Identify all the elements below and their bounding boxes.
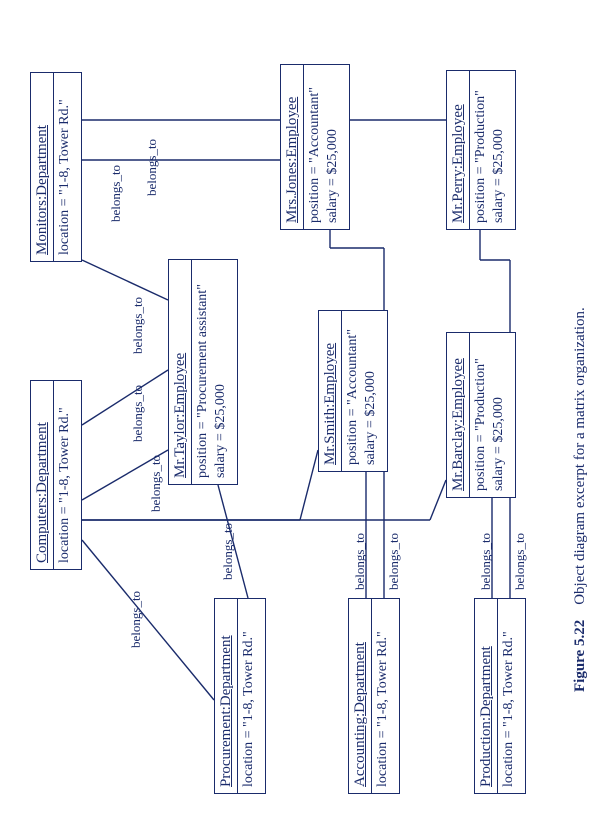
object-procurement: Procurement:Departmentlocation = "1-8, T…: [214, 598, 266, 794]
attribute-line: position = "Accountant": [344, 317, 362, 465]
object-title: Procurement:Department: [215, 599, 238, 793]
object-title: Monitors:Department: [31, 73, 54, 261]
attribute-line: location = "1-8, Tower Rd.": [56, 387, 74, 563]
association-edge: [430, 480, 446, 520]
edge-label: belongs_to: [108, 165, 124, 222]
object-attributes: position = "Accountant"salary = $25,000: [342, 311, 383, 471]
object-production: Production:Departmentlocation = "1-8, To…: [474, 598, 526, 794]
object-taylor: Mr.Taylor:Employeeposition = "Procuremen…: [168, 259, 238, 485]
figure-text: Object diagram excerpt for a matrix orga…: [572, 307, 588, 605]
object-attributes: location = "1-8, Tower Rd.": [498, 599, 522, 793]
edge-label: belongs_to: [352, 533, 368, 590]
attribute-line: salary = $25,000: [490, 339, 508, 491]
object-title: Mr.Smith:Employee: [319, 311, 342, 471]
object-accounting: Accounting:Departmentlocation = "1-8, To…: [348, 598, 400, 794]
edge-label: belongs_to: [130, 385, 146, 442]
edge-label: belongs_to: [386, 533, 402, 590]
object-title: Computers:Department: [31, 381, 54, 569]
object-attributes: position = "Procurement assistant"salary…: [192, 260, 233, 484]
association-edge: [82, 540, 214, 700]
object-attributes: location = "1-8, Tower Rd.": [372, 599, 396, 793]
attribute-line: location = "1-8, Tower Rd.": [500, 605, 518, 787]
edge-label: belongs_to: [148, 455, 164, 512]
association-edge: [300, 450, 318, 520]
object-perry: Mr.Perry:Employeeposition = "Production"…: [446, 70, 516, 230]
edge-label: belongs_to: [512, 533, 528, 590]
diagram-canvas: Computers:Departmentlocation = "1-8, Tow…: [0, 0, 603, 820]
object-barclay: Mr.Barclay:Employeeposition = "Productio…: [446, 332, 516, 498]
edge-label: belongs_to: [478, 533, 494, 590]
figure-number: Figure 5.22: [572, 620, 588, 692]
attribute-line: position = "Accountant": [306, 71, 324, 223]
object-attributes: location = "1-8, Tower Rd.": [54, 73, 78, 261]
object-title: Mr.Barclay:Employee: [447, 333, 470, 497]
attribute-line: position = "Production": [472, 77, 490, 223]
object-title: Mrs.Jones:Employee: [281, 65, 304, 229]
attribute-line: location = "1-8, Tower Rd.": [374, 605, 392, 787]
edge-label: belongs_to: [144, 139, 160, 196]
object-attributes: position = "Production"salary = $25,000: [470, 71, 511, 229]
object-attributes: position = "Production"salary = $25,000: [470, 333, 511, 497]
association-edge: [82, 370, 168, 425]
object-title: Mr.Taylor:Employee: [169, 260, 192, 484]
attribute-line: position = "Procurement assistant": [194, 266, 212, 478]
edge-label: belongs_to: [130, 297, 146, 354]
attribute-line: salary = $25,000: [324, 71, 342, 223]
object-title: Accounting:Department: [349, 599, 372, 793]
object-attributes: position = "Accountant"salary = $25,000: [304, 65, 345, 229]
edge-label: belongs_to: [220, 523, 236, 580]
attribute-line: location = "1-8, Tower Rd.": [240, 605, 258, 787]
viewport: Computers:Departmentlocation = "1-8, Tow…: [0, 0, 603, 820]
figure-caption: Figure 5.22 Object diagram excerpt for a…: [572, 307, 589, 692]
object-monitors: Monitors:Departmentlocation = "1-8, Towe…: [30, 72, 82, 262]
object-title: Mr.Perry:Employee: [447, 71, 470, 229]
object-smith: Mr.Smith:Employeeposition = "Accountant"…: [318, 310, 388, 472]
attribute-line: position = "Production": [472, 339, 490, 491]
object-computers: Computers:Departmentlocation = "1-8, Tow…: [30, 380, 82, 570]
edge-label: belongs_to: [128, 591, 144, 648]
attribute-line: salary = $25,000: [362, 317, 380, 465]
attribute-line: location = "1-8, Tower Rd.": [56, 79, 74, 255]
object-jones: Mrs.Jones:Employeeposition = "Accountant…: [280, 64, 350, 230]
object-attributes: location = "1-8, Tower Rd.": [54, 381, 78, 569]
association-edge: [82, 260, 168, 300]
attribute-line: salary = $25,000: [212, 266, 230, 478]
attribute-line: salary = $25,000: [490, 77, 508, 223]
object-attributes: location = "1-8, Tower Rd.": [238, 599, 262, 793]
object-title: Production:Department: [475, 599, 498, 793]
